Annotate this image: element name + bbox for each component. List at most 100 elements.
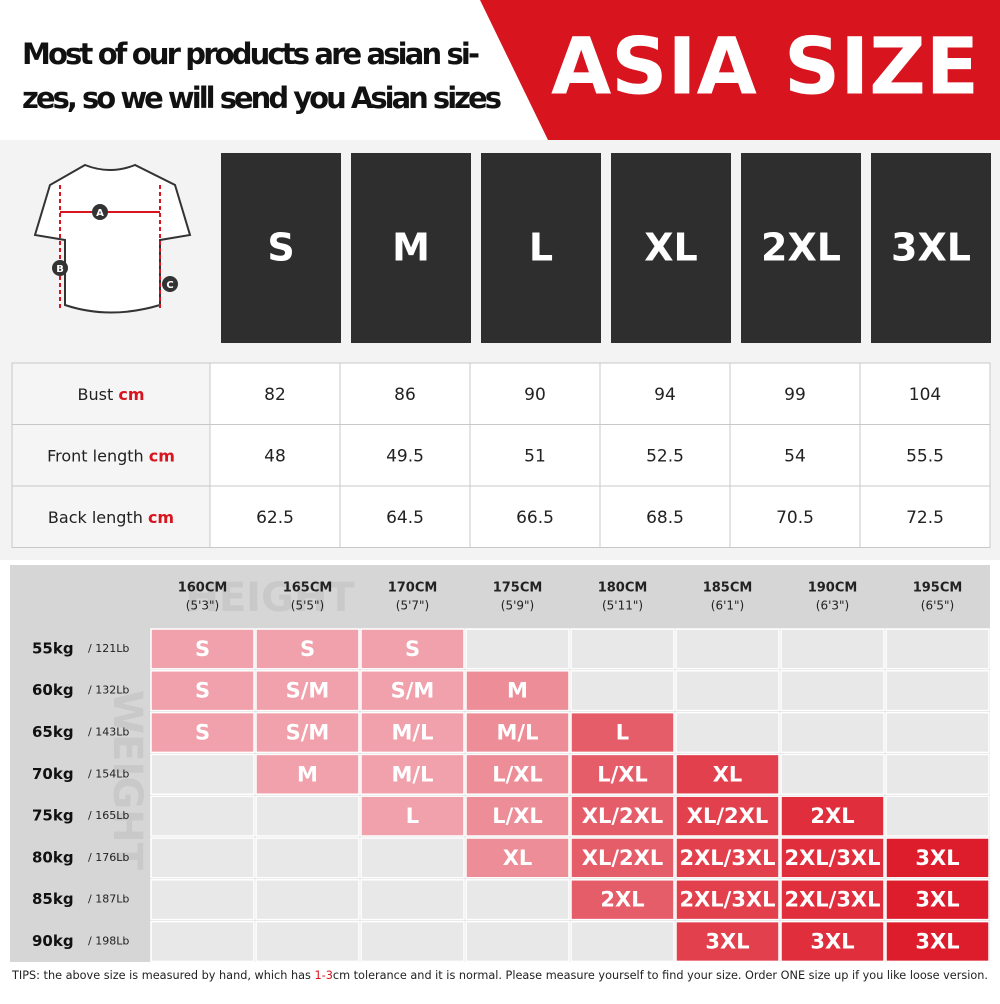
- size-box: [871, 153, 991, 343]
- badge: ASIA SIZE: [551, 22, 979, 112]
- value-cell: [859, 362, 991, 425]
- cell-size: S: [300, 637, 315, 661]
- watermark: HEIGHT: [185, 575, 355, 621]
- empty-cell: [360, 879, 465, 921]
- value: 48: [264, 447, 286, 467]
- empty-cell: [570, 920, 675, 963]
- cell-size: L: [616, 721, 629, 745]
- size-cell: [885, 837, 990, 879]
- cell-size: S: [195, 679, 210, 703]
- height-cm: 185CM: [703, 581, 753, 596]
- empty-cell: [150, 837, 255, 879]
- size-box: [351, 153, 471, 343]
- size-cell: [150, 628, 255, 670]
- value: 49.5: [386, 447, 424, 467]
- size-cell: [885, 920, 990, 963]
- shirt-diagram: [33, 163, 192, 314]
- row-label-text: Back length: [48, 508, 143, 527]
- value-cell: [599, 362, 731, 425]
- size-cell: [570, 753, 675, 795]
- cell-size: XL: [713, 762, 743, 786]
- height-ft: (5'7"): [396, 599, 429, 613]
- value: 55.5: [906, 447, 944, 467]
- cell-size: 3XL: [810, 930, 854, 954]
- size-cell: [465, 711, 570, 754]
- empty-cell: [885, 670, 990, 712]
- value-cell: [859, 485, 991, 548]
- size-cell: [465, 753, 570, 795]
- empty-cell: [255, 795, 360, 837]
- watermark: WEIGHT: [104, 690, 150, 871]
- height-ft: (5'11"): [602, 599, 643, 613]
- size-cell: [150, 670, 255, 712]
- cell-size: 3XL: [915, 846, 959, 870]
- tips-highlight: 1-3: [314, 969, 332, 982]
- empty-cell: [150, 795, 255, 837]
- value: 99: [784, 385, 806, 405]
- value: 62.5: [256, 508, 294, 528]
- value-cell: [729, 485, 861, 548]
- size-cell: [360, 628, 465, 670]
- empty-cell: [885, 628, 990, 670]
- value: 82: [264, 385, 286, 405]
- weight-lb: / 121Lb: [88, 642, 129, 655]
- size-cell: [570, 879, 675, 921]
- weight-kg: 75kg: [32, 807, 74, 825]
- label-cell: [11, 485, 211, 548]
- value-cell: [339, 485, 471, 548]
- row-label-text: Front length: [47, 446, 144, 465]
- empty-cell: [885, 711, 990, 754]
- weight-lb: / 154Lb: [88, 767, 129, 780]
- cell-size: XL/2XL: [687, 804, 768, 828]
- diagram-label: C: [166, 280, 173, 291]
- value: 66.5: [516, 508, 554, 528]
- value-cell: [339, 362, 471, 425]
- empty-cell: [675, 628, 780, 670]
- size-cell: [675, 753, 780, 795]
- value-cell: [209, 362, 341, 425]
- size-cell: [780, 837, 885, 879]
- value: 70.5: [776, 508, 814, 528]
- cell-size: M/L: [497, 721, 539, 745]
- weight-kg: 60kg: [32, 681, 74, 699]
- badge-bg: [480, 0, 1000, 140]
- size-label: L: [529, 226, 553, 270]
- size-cell: [570, 711, 675, 754]
- value-cell: [469, 362, 601, 425]
- unit: cm: [149, 446, 175, 465]
- cell-size: L: [406, 804, 419, 828]
- diagram-marker: [92, 204, 108, 220]
- tips-text: TIPS: the above size is measured by hand…: [11, 969, 314, 982]
- size-cell: [675, 879, 780, 921]
- size-cell: [465, 795, 570, 837]
- cell-size: 2XL: [810, 804, 854, 828]
- cell-size: S: [195, 721, 210, 745]
- label-cell: [11, 362, 211, 425]
- value-cell: [729, 362, 861, 425]
- row-label: Back length cm: [48, 508, 174, 527]
- size-cell: [255, 628, 360, 670]
- empty-cell: [465, 628, 570, 670]
- size-cell: [780, 795, 885, 837]
- value: 104: [909, 385, 941, 405]
- cell-size: S/M: [391, 679, 435, 703]
- unit: cm: [118, 385, 144, 404]
- size-cell: [570, 795, 675, 837]
- unit: cm: [148, 508, 174, 527]
- weight-kg: 85kg: [32, 890, 74, 908]
- weight-kg: 80kg: [32, 848, 74, 866]
- cell-size: 3XL: [915, 888, 959, 912]
- value: 90: [524, 385, 546, 405]
- cell-size: M/L: [392, 762, 434, 786]
- size-cell: [780, 920, 885, 963]
- size-label: 2XL: [761, 226, 841, 270]
- cell-size: L/XL: [492, 762, 543, 786]
- weight-lb: / 198Lb: [88, 935, 129, 948]
- cell-size: 2XL/3XL: [679, 846, 775, 870]
- empty-cell: [885, 795, 990, 837]
- size-cell: [675, 837, 780, 879]
- cell-size: S/M: [286, 721, 330, 745]
- empty-cell: [255, 837, 360, 879]
- height-cm: 175CM: [493, 581, 543, 596]
- size-cell: [255, 753, 360, 795]
